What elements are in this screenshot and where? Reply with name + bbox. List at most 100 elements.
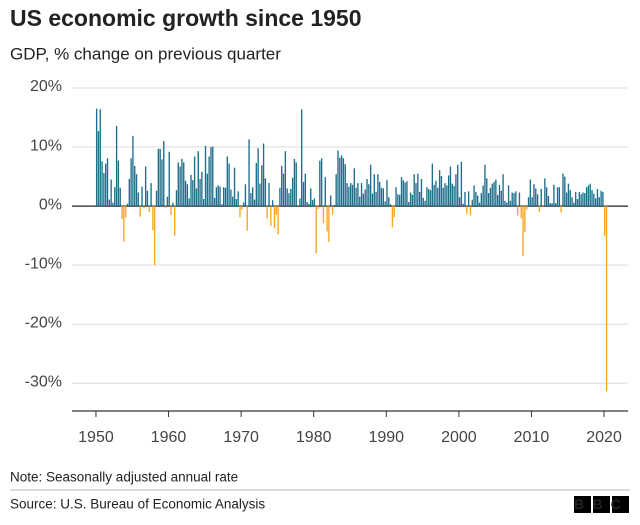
bar [366,178,368,207]
bar [328,206,330,243]
bar [602,191,604,207]
bar [518,192,521,207]
bar [228,163,230,207]
bar [123,206,125,242]
bar [556,187,559,207]
bar [237,191,239,207]
bar [250,193,252,207]
bar [233,167,236,207]
bar [575,191,577,207]
bar [155,190,158,207]
bar [208,156,210,207]
bar [506,202,508,207]
bar [266,206,268,219]
bar [522,206,524,256]
bar [433,184,435,207]
bar [382,188,385,207]
bar [226,156,228,207]
bar [411,194,414,207]
bar [482,185,484,207]
bar [154,206,156,266]
bar [255,162,258,207]
bar [261,165,263,207]
bar [299,198,301,207]
bar [455,174,457,207]
bar [273,206,276,228]
y-tick-label: 20% [30,78,62,95]
bar [400,177,403,207]
bar [524,206,526,233]
bar [161,159,163,207]
bar [397,194,399,207]
bar [146,190,149,207]
bar [199,178,201,207]
bar [232,196,234,207]
bar [353,168,355,207]
bar [502,174,504,207]
bar [402,180,404,207]
bar [306,201,308,207]
bar [188,198,190,207]
bar [179,166,181,207]
bar [172,202,174,207]
bar [368,184,370,207]
bar [219,186,221,207]
bar [350,183,352,207]
x-tick-label: 1960 [151,429,187,446]
bar [282,173,285,207]
bar [222,187,225,207]
bar [562,173,564,207]
bar [406,181,408,207]
bar [458,197,461,207]
bar [486,178,488,207]
bar [132,135,134,207]
bar [496,194,499,207]
bar [438,170,441,207]
bar [466,206,468,214]
logo-text: BBC [574,496,629,512]
bar [130,158,132,207]
bar [417,173,419,207]
source: Source: U.S. Bureau of Economic Analysis [10,497,265,512]
note: Note: Seasonally adjusted annual rate [10,470,238,485]
bar [594,198,597,207]
bar [509,200,512,207]
bar [533,184,535,207]
bar [379,181,381,207]
bar [112,202,114,207]
bar [553,184,555,207]
x-tick-label: 1980 [296,429,332,446]
x-tick-label: 2020 [586,429,622,446]
bar [291,177,294,207]
bar [252,187,254,207]
bar [103,173,105,207]
bar [393,206,395,218]
bar [596,188,599,207]
logo-box [593,496,610,513]
bar [429,190,432,207]
x-tick-label: 2010 [514,429,550,446]
y-tick-label: 10% [30,137,62,154]
bar [217,185,219,207]
bar [444,183,446,207]
bar [351,184,354,207]
bar [516,206,519,216]
bar [163,141,165,207]
bar [141,186,143,207]
bar [159,148,161,207]
bar [139,206,141,217]
bar [166,196,169,207]
bar [600,190,602,207]
x-tick-label: 1970 [223,429,259,446]
bar [206,173,209,207]
bar [134,165,136,207]
bar [339,157,341,207]
bar [101,161,103,207]
bar [585,187,588,207]
bar [331,206,334,215]
bar [389,204,392,207]
bar [538,206,541,213]
bar [369,164,372,207]
bar [286,188,288,207]
